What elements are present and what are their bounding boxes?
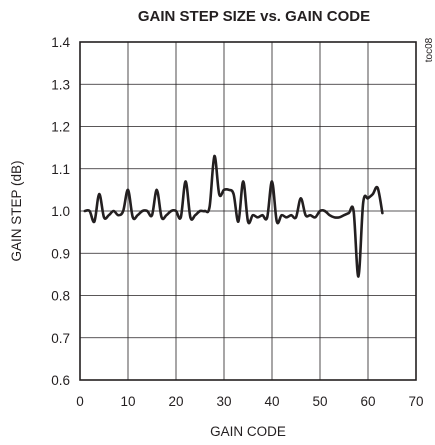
x-tick-label: 40 [264,394,279,409]
x-tick-label: 0 [76,394,84,409]
series-layer [83,154,384,278]
x-tick-label: 20 [168,394,183,409]
y-tick-label: 1.2 [51,120,70,135]
y-tick-label: 0.8 [51,289,70,304]
y-tick-label: 1.0 [51,204,70,219]
y-tick-labels: 0.6 0.7 0.8 0.9 1.0 1.1 1.2 1.3 1.4 [51,35,70,388]
y-axis-label: GAIN STEP (dB) [9,160,24,261]
y-tick-label: 0.9 [51,246,70,261]
figure-tag: toc08 [424,37,435,62]
y-tick-label: 1.1 [51,162,70,177]
x-tick-label: 50 [312,394,327,409]
x-tick-label: 70 [408,394,423,409]
x-tick-label: 30 [216,394,231,409]
y-tick-label: 1.3 [51,77,70,92]
plot-frame [79,41,417,381]
x-tick-label: 10 [120,394,135,409]
chart-title: GAIN STEP SIZE vs. GAIN CODE [138,8,370,25]
y-tick-label: 1.4 [51,35,70,50]
series-line-0 [83,154,384,278]
y-tick-label: 0.7 [51,331,70,346]
x-tick-label: 60 [360,394,375,409]
x-tick-labels: 0 10 20 30 40 50 60 70 [76,394,423,409]
x-axis-label: GAIN CODE [210,424,286,439]
y-tick-label: 0.6 [51,373,70,388]
